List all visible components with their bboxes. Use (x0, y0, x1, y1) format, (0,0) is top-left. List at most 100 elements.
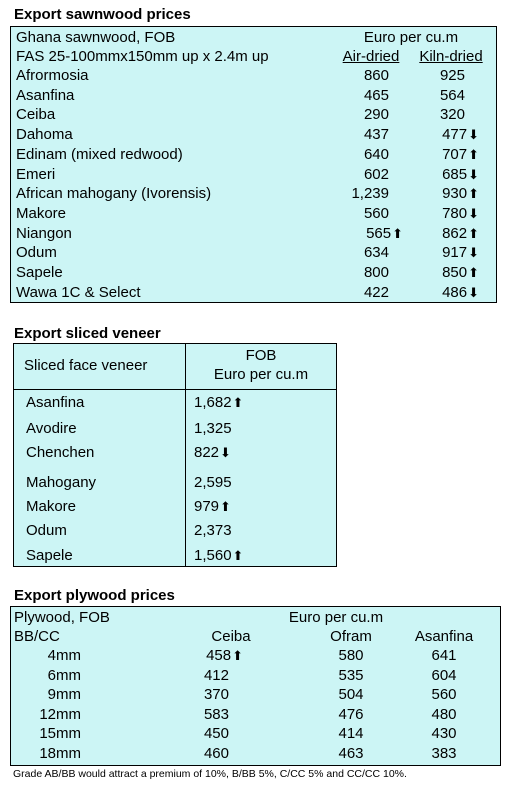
veneer-price-value: 2,595 (194, 474, 232, 491)
plywood-ceiba: 450 (11, 725, 229, 742)
sawnwood-species: Makore (16, 204, 67, 222)
veneer-price-value: 2,373 (194, 522, 232, 539)
sawnwood-air-dried-value: 290 (363, 106, 389, 124)
down-arrow-icon: ⬇ (468, 127, 479, 143)
sawnwood-kiln-dried-value: 707 (442, 145, 468, 163)
plywood-ofram: 580 (338, 647, 364, 664)
sawnwood-col-air: Air-dried (342, 48, 400, 65)
veneer-species: Makore (26, 498, 77, 515)
sawnwood-species: Asanfina (16, 86, 75, 104)
sawnwood-unit: Euro per cu.m (363, 29, 459, 46)
veneer-price-value: 979 (194, 498, 220, 515)
sawnwood-species: Wawa 1C & Select (16, 283, 141, 301)
sawnwood-air-dried: 634 (11, 244, 389, 261)
sawnwood-air-dried: 560 (11, 205, 389, 222)
sawnwood-species: Niangon (16, 224, 72, 242)
up-arrow-icon: ⬆ (468, 225, 479, 241)
sawnwood-species: Edinam (mixed redwood) (16, 145, 183, 163)
sawnwood-air-dried-value: 860 (363, 67, 389, 84)
sawnwood-air-dried-value: 565 (366, 224, 392, 242)
sawnwood-header-left-1: Ghana sawnwood, FOB (16, 29, 176, 46)
veneer-price: 2,373 (194, 522, 232, 539)
veneer-price-value: 1,325 (194, 420, 232, 437)
sawnwood-air-dried: 422 (11, 284, 389, 301)
plywood-ofram: 476 (338, 705, 364, 723)
sawnwood-kiln-dried: 850⬆ (11, 264, 479, 281)
sawnwood-kiln-dried-value: 930 (442, 185, 468, 203)
plywood-table: Plywood, FOB BB/CC Euro per cu.m Ceiba O… (10, 606, 501, 766)
plywood-asanfina: 383 (431, 744, 457, 762)
sawnwood-air-dried-value: 465 (363, 86, 389, 104)
veneer-table: Sliced face veneer FOB Euro per cu.m Asa… (13, 343, 337, 567)
plywood-note: Grade AB/BB would attract a premium of 1… (13, 768, 407, 780)
sawnwood-kiln-dried: 685⬇ (11, 166, 479, 183)
sawnwood-air-dried-value: 602 (363, 165, 389, 183)
sawnwood-title: Export sawnwood prices (14, 6, 191, 23)
plywood-ceiba: 370 (11, 686, 229, 703)
up-arrow-icon: ⬆ (232, 395, 244, 410)
up-arrow-icon: ⬆ (468, 265, 479, 280)
sawnwood-air-dried: 565⬆ (11, 225, 403, 242)
sawnwood-species: Odum (16, 244, 57, 262)
sawnwood-air-dried: 640 (11, 146, 389, 163)
veneer-species: Odum (26, 522, 67, 539)
down-arrow-icon: ⬇ (468, 205, 479, 221)
plywood-size: 18mm (39, 744, 81, 762)
sawnwood-kiln-dried-value: 780 (442, 204, 468, 222)
plywood-asanfina: 641 (431, 647, 457, 664)
plywood-size: 12mm (39, 705, 81, 723)
sawnwood-kiln-dried: 564 (11, 87, 465, 104)
sawnwood-kiln-dried: 930⬆ (11, 185, 479, 202)
veneer-species: Mahogany (26, 474, 97, 491)
sawnwood-air-dried: 860 (11, 67, 389, 84)
sawnwood-kiln-dried: 925 (11, 67, 465, 84)
sawnwood-air-dried: 602 (11, 166, 389, 183)
sawnwood-air-dried-value: 800 (363, 264, 389, 281)
veneer-header-right-2: Euro per cu.m (213, 366, 309, 383)
sawnwood-species: Ceiba (16, 106, 56, 124)
plywood-ceiba-value: 450 (203, 725, 229, 742)
plywood-ceiba-value: 370 (203, 686, 229, 703)
sawnwood-col-kiln: Kiln-dried (419, 48, 483, 65)
veneer-header-right-1: FOB (245, 347, 277, 364)
plywood-asanfina: 560 (431, 686, 457, 703)
veneer-price: 1,560⬆ (194, 547, 243, 564)
up-arrow-icon: ⬆ (220, 499, 231, 514)
veneer-price-value: 822 (194, 444, 220, 461)
up-arrow-icon: ⬆ (468, 186, 479, 202)
veneer-price: 2,595 (194, 474, 232, 491)
plywood-col-ceiba: Ceiba (211, 628, 251, 645)
plywood-ceiba: 460 (11, 745, 229, 762)
down-arrow-icon: ⬇ (468, 284, 479, 300)
down-arrow-icon: ⬇ (468, 245, 479, 261)
veneer-species: Avodire (26, 420, 77, 437)
plywood-size: 9mm (47, 686, 81, 703)
sawnwood-kiln-dried-value: 564 (439, 86, 465, 104)
sawnwood-kiln-dried: 780⬇ (11, 205, 479, 222)
veneer-species: Chenchen (26, 444, 95, 461)
veneer-price: 822⬇ (194, 444, 231, 461)
plywood-header-left-2: BB/CC (14, 628, 60, 645)
veneer-species: Sapele (26, 547, 73, 564)
sawnwood-air-dried: 465 (11, 87, 389, 104)
sawnwood-air-dried: 1,239 (11, 185, 389, 202)
plywood-ceiba-value: 583 (203, 705, 229, 723)
plywood-ceiba: 412 (11, 667, 229, 684)
plywood-size: 6mm (47, 666, 81, 684)
veneer-price: 1,325 (194, 420, 232, 437)
plywood-ceiba-value: 458 (206, 647, 232, 664)
plywood-size: 4mm (47, 647, 81, 664)
plywood-asanfina: 430 (431, 725, 457, 742)
sawnwood-air-dried-value: 560 (363, 204, 389, 222)
sawnwood-air-dried-value: 437 (363, 126, 389, 144)
sawnwood-air-dried: 437 (11, 126, 389, 143)
veneer-header-divider (14, 389, 336, 390)
plywood-asanfina: 480 (431, 705, 457, 723)
sawnwood-kiln-dried-value: 320 (439, 106, 465, 124)
plywood-asanfina: 604 (431, 666, 457, 684)
sawnwood-kiln-dried-value: 917 (442, 244, 468, 262)
plywood-col-asanfina: Asanfina (414, 628, 474, 645)
plywood-ceiba: 458⬆ (11, 647, 243, 664)
up-arrow-icon: ⬆ (232, 548, 244, 563)
veneer-price: 1,682⬆ (194, 394, 243, 411)
